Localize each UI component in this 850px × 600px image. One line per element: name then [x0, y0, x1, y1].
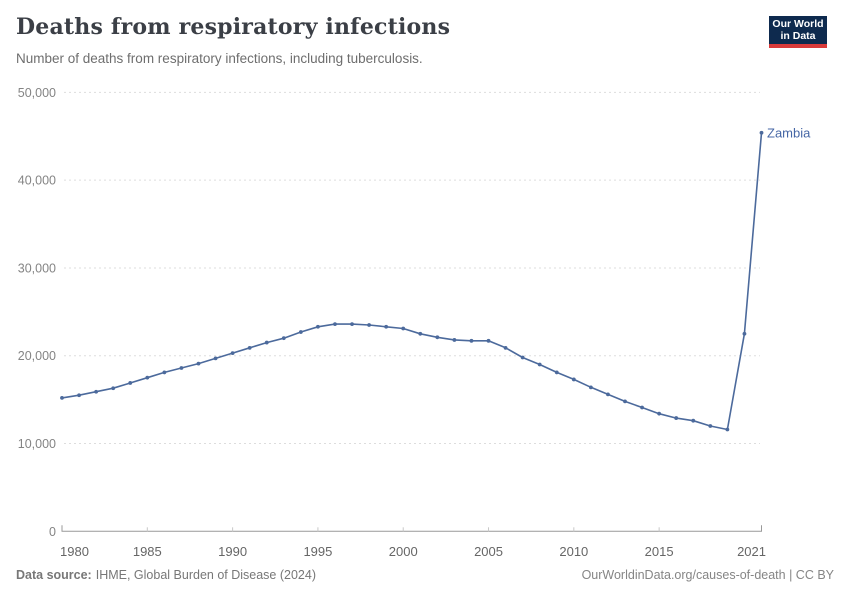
data-point [554, 370, 559, 375]
owid-logo-line2: in Data [780, 30, 816, 42]
data-point [469, 338, 474, 343]
data-point [179, 366, 184, 370]
data-point [94, 389, 99, 394]
data-point [588, 385, 593, 390]
data-point [162, 370, 167, 375]
data-point [691, 418, 696, 423]
data-point [350, 322, 354, 327]
data-point [230, 351, 235, 356]
data-point [264, 340, 269, 345]
data-point [435, 335, 440, 340]
y-tick-label: 20,000 [18, 349, 56, 363]
owid-logo[interactable]: Our World in Data [769, 16, 827, 48]
owid-logo-line1: Our World [772, 18, 824, 30]
x-tick-label: 1985 [133, 544, 162, 559]
data-source-text: IHME, Global Burden of Disease (2024) [95, 568, 316, 582]
page-title: Deaths from respiratory infections [16, 14, 451, 40]
entity-label-zambia[interactable]: Zambia [767, 125, 811, 140]
y-tick-label: 10,000 [18, 437, 56, 451]
data-point [708, 424, 713, 428]
data-point [725, 427, 730, 432]
data-point [486, 338, 491, 343]
data-point [281, 336, 286, 341]
data-point [367, 323, 371, 327]
x-tick-label: 1995 [303, 544, 332, 559]
x-axis [61, 525, 762, 532]
data-point [247, 345, 252, 350]
data-point [571, 377, 576, 382]
x-tick-label: 1990 [218, 544, 247, 559]
x-tick-label: 2021 [737, 544, 766, 559]
data-point [674, 416, 679, 420]
data-point [77, 393, 81, 398]
footer: Data source: IHME, Global Burden of Disea… [16, 568, 834, 582]
data-point [213, 356, 218, 361]
data-point [640, 405, 644, 410]
data-point [333, 322, 337, 327]
x-tick-label: 2015 [645, 544, 674, 559]
y-tick-label: 0 [49, 525, 56, 539]
data-point [742, 331, 747, 336]
data-point [452, 338, 457, 342]
line-chart[interactable]: 0 10,000 20,000 30,000 40,000 50,000 1980 1985 1… [0, 80, 850, 560]
x-tick-label: 1980 [60, 544, 89, 559]
data-point [384, 324, 389, 329]
data-point [418, 331, 423, 336]
data-point [401, 326, 406, 331]
data-point [60, 395, 64, 400]
data-point [503, 345, 508, 350]
data-source-note: Data source: IHME, Global Burden of Disea… [16, 568, 316, 582]
y-tick-label: 40,000 [18, 174, 56, 188]
y-tick-label: 30,000 [18, 261, 56, 275]
attribution-link[interactable]: OurWorldinData.org/causes-of-death | CC … [581, 568, 834, 582]
x-tick-label: 2000 [389, 544, 418, 559]
data-point [759, 130, 764, 135]
data-point [623, 399, 627, 404]
data-point [196, 361, 201, 366]
data-point [298, 330, 303, 334]
x-tick-label: 2005 [474, 544, 503, 559]
data-source-label: Data source: [16, 568, 92, 582]
data-point [520, 355, 525, 360]
data-point [316, 324, 320, 329]
data-point [537, 362, 542, 367]
page-subtitle: Number of deaths from respiratory infect… [16, 51, 423, 66]
data-point [128, 381, 133, 385]
data-point [657, 411, 662, 416]
data-point [145, 375, 150, 380]
data-point [606, 392, 610, 397]
y-tick-label: 50,000 [18, 86, 56, 100]
data-line [61, 131, 763, 431]
x-tick-label: 2010 [559, 544, 588, 559]
data-point [111, 386, 116, 391]
